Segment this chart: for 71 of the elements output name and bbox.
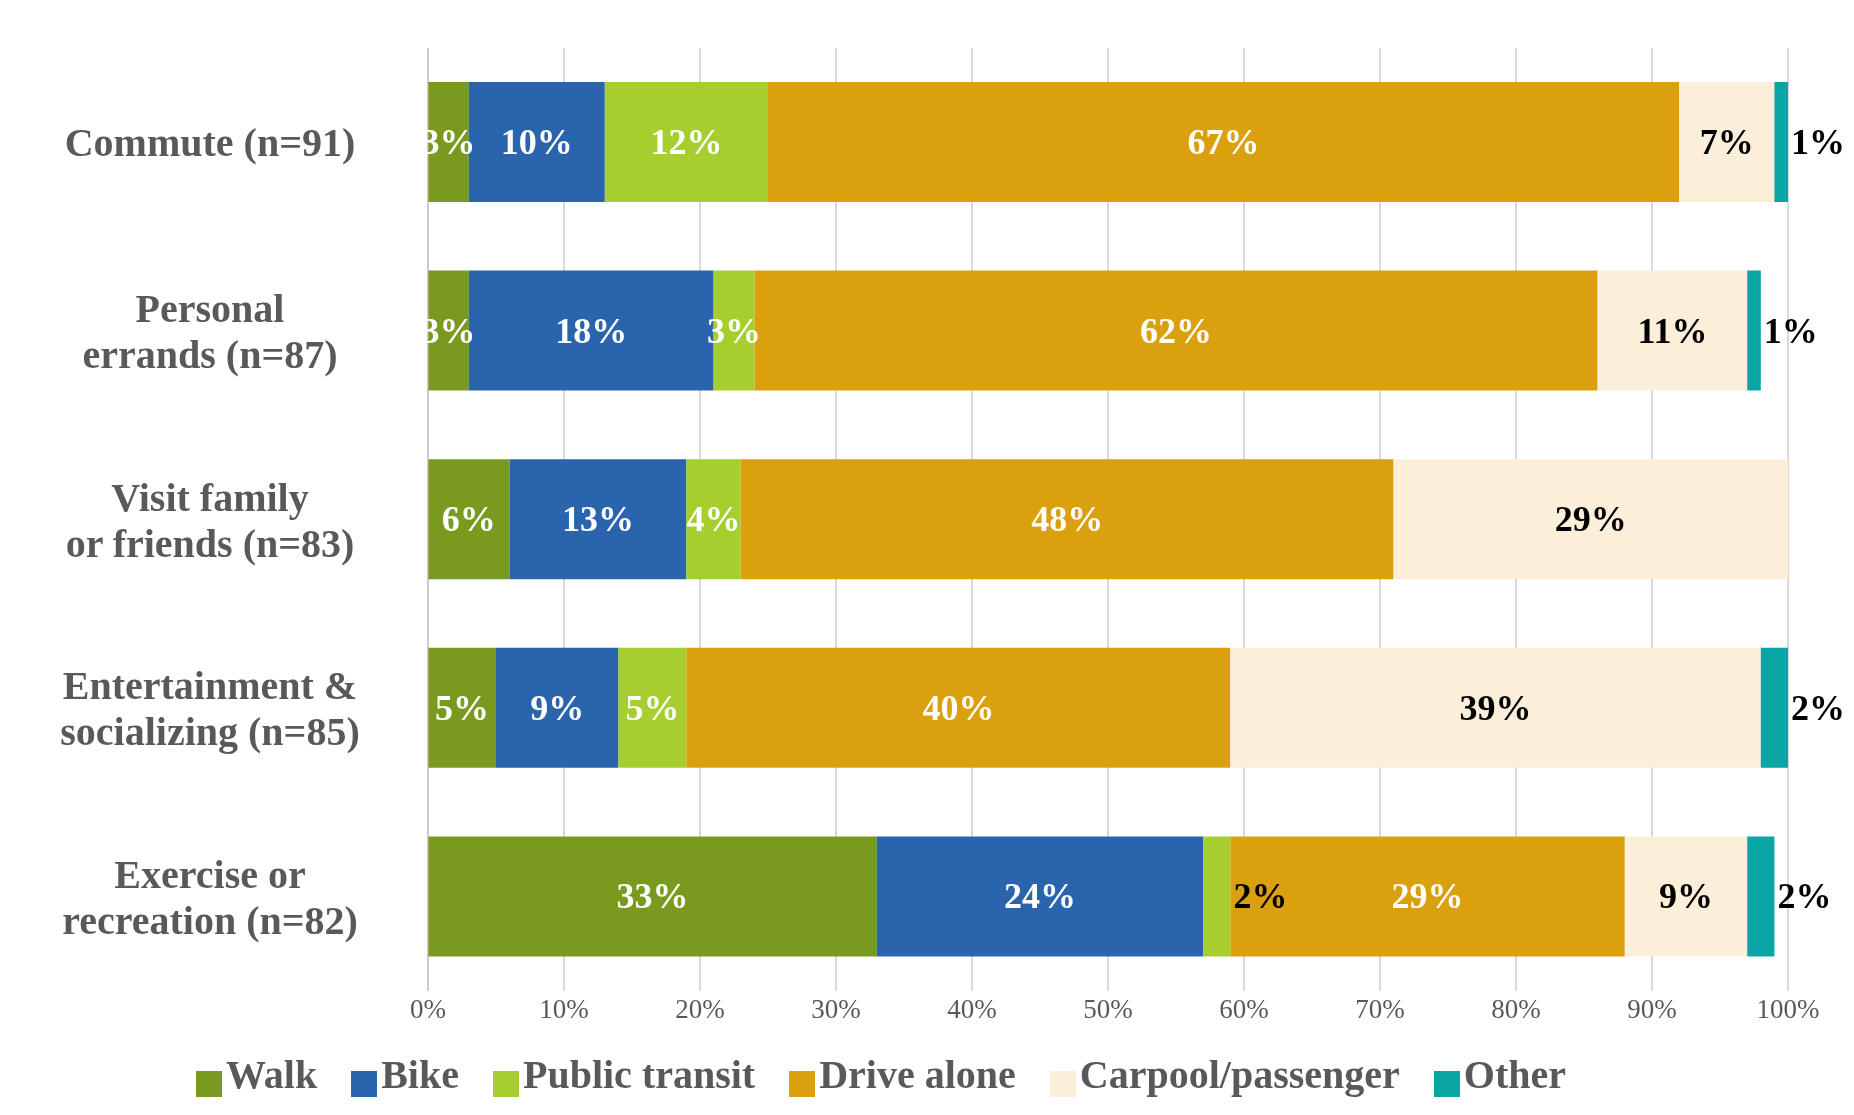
y-tick-label: Exercise or recreation (n=82)	[62, 851, 358, 943]
data-label: 1%	[1763, 310, 1818, 351]
bar	[1597, 270, 1748, 391]
bar	[1774, 82, 1788, 202]
bar	[618, 647, 687, 768]
data-label: 6%	[441, 499, 496, 540]
data-label: 62%	[1140, 310, 1212, 351]
bar	[1393, 459, 1788, 580]
data-label: 29%	[1391, 876, 1464, 917]
data-label: 2%	[1791, 687, 1845, 728]
y-tick-label: Visit family or friends (n=83)	[65, 474, 355, 565]
data-label: 5%	[625, 687, 680, 728]
data-label: 2%	[1777, 876, 1832, 917]
x-tick-label: 30%	[811, 994, 861, 1025]
legend-label: Walk	[226, 1052, 318, 1097]
data-label: 18%	[555, 310, 628, 351]
bar	[604, 82, 768, 202]
data-label: 24%	[1004, 876, 1076, 917]
bar	[1760, 647, 1788, 768]
bar	[1203, 836, 1231, 957]
data-label: 33%	[616, 876, 689, 917]
data-label: 10%	[500, 122, 573, 162]
bar	[496, 647, 619, 768]
bar	[740, 459, 1394, 580]
bar	[428, 459, 510, 580]
data-label: 39%	[1459, 687, 1532, 728]
legend-label: Other	[1463, 1052, 1566, 1097]
legend-label: Carpool/passenger	[1079, 1052, 1400, 1097]
x-tick-label: 50%	[1083, 994, 1133, 1025]
x-tick-label: 20%	[675, 994, 725, 1025]
bar	[768, 82, 1680, 202]
bar	[1230, 836, 1625, 957]
data-label: 29%	[1554, 499, 1627, 540]
legend-label: Bike	[381, 1052, 459, 1097]
data-label: 40%	[922, 687, 995, 728]
y-tick-label: Personal errands (n=87)	[82, 285, 338, 377]
x-tick-label: 100%	[1756, 994, 1820, 1025]
bar	[1747, 836, 1775, 957]
data-label: 13%	[562, 499, 634, 540]
data-label: 2%	[1233, 876, 1288, 917]
bar	[1679, 82, 1775, 202]
bar	[509, 459, 687, 580]
data-label: 4%	[686, 499, 741, 540]
data-label: 67%	[1187, 122, 1260, 162]
x-tick-label: 60%	[1219, 994, 1269, 1025]
x-tick-label: 90%	[1627, 994, 1677, 1025]
data-label: 11%	[1637, 310, 1708, 351]
x-tick-label: 10%	[539, 994, 589, 1025]
data-label: 9%	[1659, 876, 1713, 917]
x-tick-label: 0%	[410, 994, 446, 1025]
x-tick-label: 80%	[1491, 994, 1541, 1025]
bar	[428, 647, 496, 768]
x-tick-label: 40%	[947, 994, 997, 1025]
data-label: 9%	[530, 687, 585, 728]
bar	[686, 459, 741, 580]
bar	[428, 836, 877, 957]
x-tick-label: 70%	[1355, 994, 1405, 1025]
y-tick-label: Commute (n=91)	[64, 119, 356, 165]
y-tick-label: Entertainment & socializing (n=85)	[60, 662, 360, 754]
bar	[1230, 647, 1761, 768]
data-label: 12%	[650, 122, 723, 162]
data-label: 5%	[435, 687, 489, 728]
bar	[1747, 270, 1761, 391]
bar	[686, 647, 1231, 768]
data-label: 1%	[1791, 122, 1845, 162]
legend-label: Public transit	[522, 1052, 756, 1097]
bar	[1624, 836, 1748, 957]
data-label: 48%	[1031, 499, 1104, 540]
data-label: 7%	[1699, 122, 1754, 162]
bar	[876, 836, 1204, 957]
legend-label: Drive alone	[819, 1052, 1016, 1097]
